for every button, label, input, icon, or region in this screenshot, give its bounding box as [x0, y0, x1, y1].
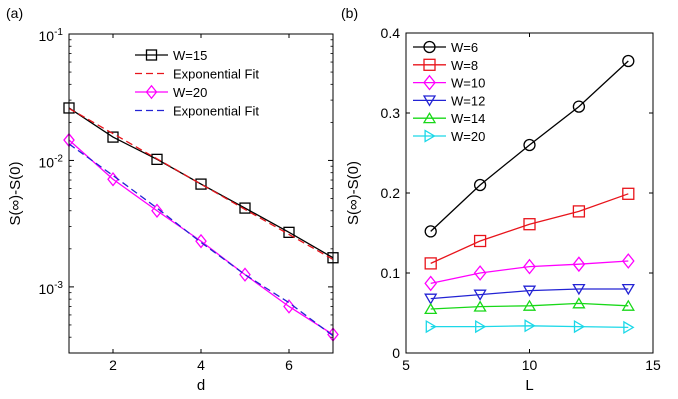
- series-b-2-point: [523, 258, 536, 275]
- y-tick-label-b: 0.4: [381, 25, 401, 41]
- legend-b-3-label: W=12: [451, 93, 485, 108]
- series-b-3-point: [572, 283, 586, 296]
- x-tick-label-b: 5: [402, 357, 410, 373]
- series-a-0-point: [239, 202, 251, 214]
- series-b-1-point: [473, 234, 487, 248]
- legend-b-0-label: W=6: [451, 40, 478, 55]
- legend-b-2-label: W=10: [451, 76, 485, 91]
- series-b-2-point: [473, 265, 487, 281]
- series-b-2-point: [572, 256, 586, 273]
- legend-a-0-label: W=15: [173, 48, 207, 63]
- y-tick-label-b: 0.2: [381, 185, 401, 201]
- y-tick-label-b: 0: [392, 345, 400, 361]
- series-b-4-point: [424, 302, 438, 315]
- y-tick-label-b: 0.3: [381, 105, 401, 121]
- legend-a-2-marker: [145, 84, 158, 100]
- series-b-2-line: [430, 260, 629, 285]
- legend-b-4-label: W=14: [451, 111, 485, 126]
- series-a-1-line: [68, 107, 334, 260]
- series-b-5-point: [425, 319, 437, 334]
- series-b-0-point: [473, 178, 487, 192]
- y-tick-label-b: 0.1: [381, 265, 401, 281]
- y-tick-label-a: 10-3: [39, 280, 64, 297]
- x-axis-label-b: L: [525, 377, 533, 394]
- y-axis-label-b: S(∞)-S(0): [345, 161, 362, 225]
- series-b-1-point: [622, 187, 635, 200]
- series-b-1-line: [430, 193, 629, 264]
- series-b-4-point: [621, 299, 635, 311]
- series-b-0-point: [572, 100, 586, 113]
- x-tick-label-a: 4: [197, 357, 205, 373]
- legend-b-4-marker: [422, 111, 437, 124]
- x-tick-label-a: 2: [109, 357, 117, 373]
- series-b-5-point: [623, 320, 635, 335]
- legend-a-2-label: W=20: [173, 85, 207, 100]
- legend-b-1-label: W=8: [451, 58, 478, 73]
- series-a-0-point: [283, 226, 295, 238]
- x-tick-label-b: 10: [522, 357, 538, 373]
- series-b-3-point: [424, 293, 438, 305]
- panel-a-label: (a): [6, 5, 23, 21]
- legend-a-3-label: Exponential Fit: [173, 104, 259, 119]
- series-a-0-point: [151, 153, 163, 166]
- legend-b-0-marker: [423, 40, 436, 54]
- x-axis-label-a: d: [197, 377, 205, 394]
- series-b-3-point: [522, 285, 537, 297]
- series-b-5-point: [524, 319, 536, 333]
- series-a-2-point: [151, 203, 163, 219]
- series-a-2-point: [107, 171, 119, 187]
- series-b-3-line: [430, 288, 629, 300]
- legend-b-5-marker: [424, 129, 436, 143]
- legend-a-1-label: Exponential Fit: [173, 67, 259, 82]
- series-a-0-point: [195, 178, 207, 190]
- series-a-0-line: [68, 107, 334, 259]
- y-tick-label-a: 10-2: [39, 153, 64, 170]
- series-b-0-point: [622, 54, 635, 68]
- series-b-2-point: [424, 275, 438, 292]
- series-b-2-point: [621, 253, 635, 269]
- series-b-3-point: [621, 283, 635, 296]
- legend-b-5-label: W=20: [451, 129, 485, 144]
- panel-a: (a) 2 4 6 10-3 10-2 10-1 d S(∞)-S(0) W=15 Exponent…: [6, 5, 339, 394]
- y-axis-label-a: S(∞)-S(0): [7, 161, 24, 225]
- series-b-1-point: [424, 257, 437, 270]
- series-b-5-point: [573, 319, 586, 334]
- y-tick-label-a: 10-1: [39, 27, 64, 44]
- series-b-0-point: [424, 225, 437, 238]
- legend-a-0-marker: [145, 49, 158, 61]
- series-b-0-point: [523, 138, 536, 152]
- series-b-4-point: [522, 299, 537, 311]
- x-tick-label-a: 6: [285, 357, 293, 373]
- series-b-1-point: [523, 218, 536, 231]
- legend-b-2-marker: [423, 74, 436, 91]
- series-b-5-line: [430, 325, 629, 329]
- series-b-4-line: [430, 302, 629, 310]
- panel-b: (b) 5 10 15 0 0.1 0.2 0.3 0.4 L S(∞)-S(0) W=6 W=8 W=1…: [341, 5, 661, 394]
- series-b-3-point: [473, 289, 487, 301]
- legend-b-3-marker: [422, 95, 437, 107]
- panel-b-label: (b): [341, 5, 358, 21]
- series-b-4-point: [473, 300, 487, 312]
- series-b-1-point: [572, 205, 586, 218]
- series-a-2-line: [68, 139, 334, 336]
- x-tick-label-b: 15: [645, 357, 661, 373]
- series-b-4-point: [572, 297, 586, 309]
- series-b-5-point: [475, 319, 487, 334]
- legend-b-1-marker: [423, 58, 436, 71]
- series-b-0-line: [430, 60, 629, 232]
